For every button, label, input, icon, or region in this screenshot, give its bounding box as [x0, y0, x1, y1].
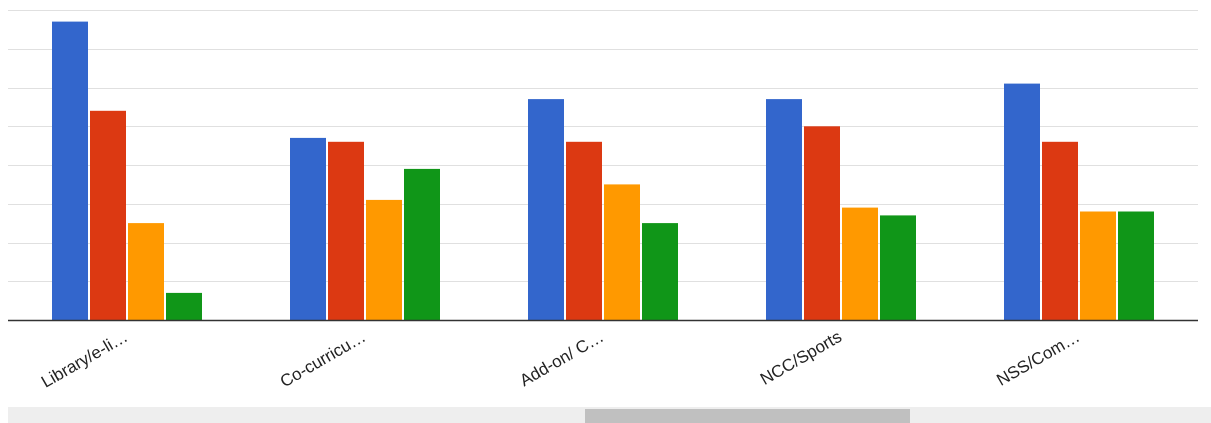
- horizontal-scrollbar[interactable]: [8, 407, 1211, 423]
- bar-4-series-4[interactable]: [880, 215, 916, 320]
- bar-4-series-1[interactable]: [766, 99, 802, 320]
- gridlines: [8, 10, 1198, 282]
- x-axis: Library/e-li… Co-curricu… Add-on/ C… NCC/Sp…: [8, 319, 1198, 392]
- bar-2-series-1[interactable]: [290, 137, 326, 320]
- bar-5-series-2[interactable]: [1042, 141, 1078, 321]
- bar-1-series-2[interactable]: [90, 110, 126, 321]
- chart-plot-area: Library/e-li… Co-curricu… Add-on/ C… NCC/Sp…: [8, 10, 1198, 392]
- bar-3-series-2[interactable]: [566, 141, 602, 321]
- x-tick-label: Co-curricu…: [277, 327, 369, 391]
- bar-3-series-3[interactable]: [604, 184, 640, 320]
- x-tick-label: NSS/Com…: [993, 327, 1083, 390]
- scrollbar-thumb[interactable]: [585, 409, 910, 423]
- x-tick-label: Library/e-li…: [38, 327, 131, 392]
- bar-5-series-4[interactable]: [1118, 211, 1154, 321]
- bar-5-series-3[interactable]: [1080, 211, 1116, 321]
- x-tick-label: NCC/Sports: [757, 327, 845, 389]
- bar-2-series-3[interactable]: [366, 199, 402, 320]
- bar-1-series-3[interactable]: [128, 223, 164, 320]
- x-tick-label: Add-on/ C…: [516, 327, 607, 390]
- bar-2-series-4[interactable]: [404, 168, 440, 320]
- bar-5-series-1[interactable]: [1004, 83, 1040, 320]
- bar-4-series-3[interactable]: [842, 207, 878, 320]
- bar-3-series-4[interactable]: [642, 223, 678, 320]
- bar-1-series-4[interactable]: [166, 292, 202, 320]
- bar-3-series-1[interactable]: [528, 99, 564, 320]
- bars: [52, 21, 1154, 321]
- bar-2-series-2[interactable]: [328, 141, 364, 321]
- bar-4-series-2[interactable]: [804, 126, 840, 321]
- bar-1-series-1[interactable]: [52, 21, 88, 320]
